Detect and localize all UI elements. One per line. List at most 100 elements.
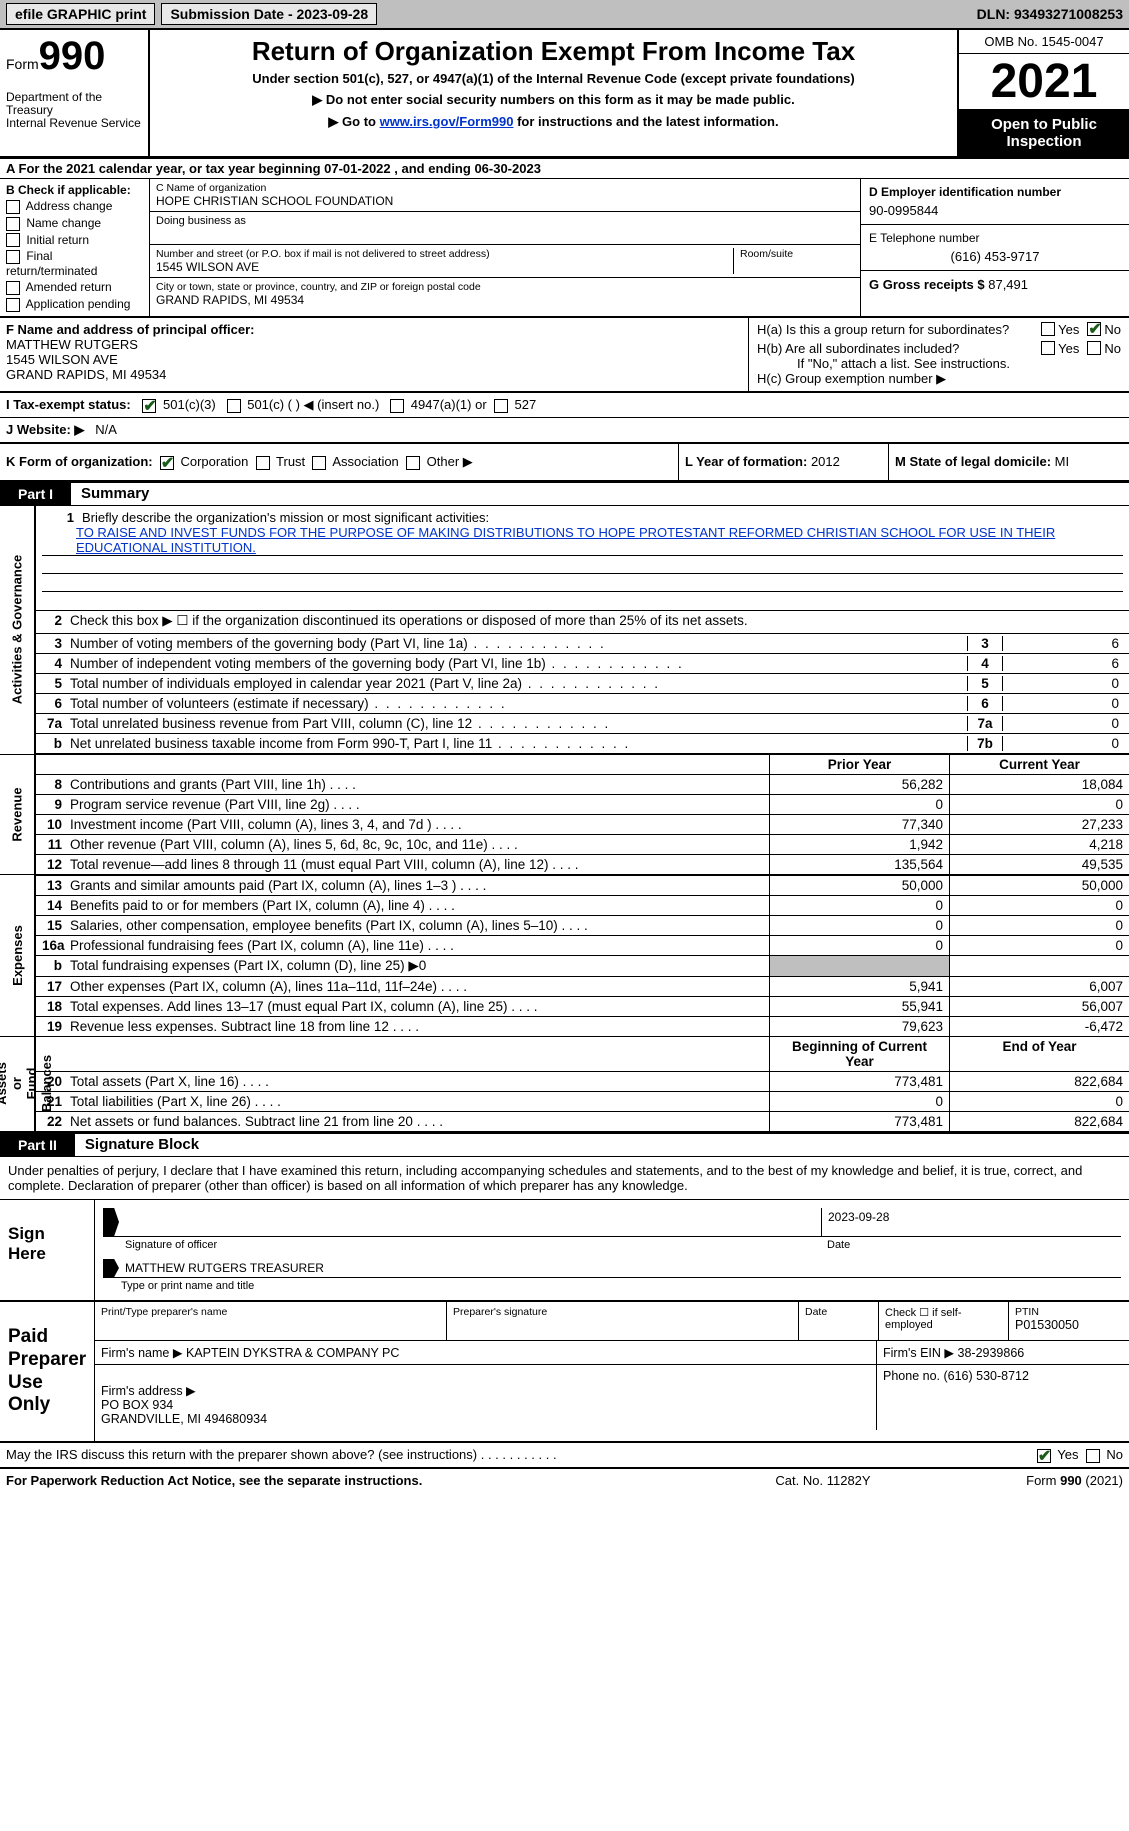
line-value: 0 [1003, 716, 1123, 731]
current-value: 0 [949, 916, 1129, 935]
ha-yes-label: Yes [1058, 322, 1079, 337]
prior-value [769, 956, 949, 976]
current-value: 0 [949, 936, 1129, 955]
sig-arrow-icon [103, 1208, 119, 1236]
line-text: Other expenses (Part IX, column (A), lin… [70, 979, 437, 994]
form-header: Form990 Department of the Treasury Inter… [0, 30, 1129, 159]
ha-no-label: No [1104, 322, 1121, 337]
i-501c-checkbox[interactable] [227, 399, 241, 413]
lineA-end: 06-30-2023 [474, 161, 541, 176]
i-o1: 501(c)(3) [163, 397, 216, 412]
line-text: Grants and similar amounts paid (Part IX… [70, 878, 456, 893]
hb-yes-checkbox[interactable] [1041, 341, 1055, 355]
b-opt-checkbox[interactable] [6, 298, 20, 312]
i-o4: 527 [515, 397, 537, 412]
discuss-no-checkbox[interactable] [1086, 1449, 1100, 1463]
firm-ein-label: Firm's EIN ▶ [883, 1346, 958, 1360]
discuss-yes: Yes [1057, 1447, 1078, 1462]
line-text: Revenue less expenses. Subtract line 18 … [70, 1019, 389, 1034]
part-2-title: Signature Block [85, 1136, 199, 1153]
k-other-checkbox[interactable] [406, 456, 420, 470]
b-opt-label: Application pending [26, 297, 131, 311]
b-opt-checkbox[interactable] [6, 200, 20, 214]
officer-print-name: MATTHEW RUTGERS TREASURER [119, 1259, 1121, 1277]
hb-no-checkbox[interactable] [1087, 341, 1101, 355]
firm-phone: (616) 530-8712 [943, 1369, 1028, 1383]
current-value: 27,233 [949, 815, 1129, 834]
prior-value: 55,941 [769, 997, 949, 1016]
k-corp-checkbox[interactable] [160, 456, 174, 470]
prior-value: 0 [769, 916, 949, 935]
ha-label: H(a) Is this a group return for subordin… [757, 322, 1041, 337]
j-label: J Website: ▶ [6, 422, 84, 437]
lineA-pre: A For the 2021 calendar year, or tax yea… [6, 161, 324, 176]
hb-note: If "No," attach a list. See instructions… [797, 356, 1121, 371]
subtitle-1: Under section 501(c), 527, or 4947(a)(1)… [160, 71, 947, 86]
lineA-begin: 07-01-2022 [324, 161, 391, 176]
line-ref: 4 [967, 656, 1003, 671]
c-label: C Name of organization [156, 182, 854, 194]
i-o3: 4947(a)(1) or [411, 397, 487, 412]
current-value: 0 [949, 1092, 1129, 1111]
line-ref: 5 [967, 676, 1003, 691]
sig-date: 2023-09-28 [821, 1208, 1121, 1236]
prior-value: 56,282 [769, 775, 949, 794]
line-number: 17 [42, 979, 70, 994]
prior-value: 0 [769, 896, 949, 915]
current-value: 822,684 [949, 1112, 1129, 1131]
k-trust-checkbox[interactable] [256, 456, 270, 470]
line-number: 4 [42, 656, 70, 671]
perjury-declaration: Under penalties of perjury, I declare th… [0, 1157, 1129, 1200]
vtab-rev: Revenue [10, 787, 25, 841]
mission-box: 1Briefly describe the organization's mis… [36, 506, 1129, 611]
prior-value: 0 [769, 795, 949, 814]
irs-link[interactable]: www.irs.gov/Form990 [380, 114, 514, 129]
b-label: B Check if applicable: [6, 183, 143, 197]
efile-button[interactable]: efile GRAPHIC print [6, 3, 155, 25]
section-f-h: F Name and address of principal officer:… [0, 318, 1129, 393]
line-value: 0 [1003, 676, 1123, 691]
dln: DLN: 93493271008253 [977, 6, 1123, 22]
ha-no-checkbox[interactable] [1087, 322, 1101, 336]
line-text: Total expenses. Add lines 13–17 (must eq… [70, 999, 507, 1014]
b-opt-checkbox[interactable] [6, 250, 20, 264]
page-footer: For Paperwork Reduction Act Notice, see … [0, 1469, 1129, 1492]
discuss-yes-checkbox[interactable] [1037, 1449, 1051, 1463]
b-opt-checkbox[interactable] [6, 281, 20, 295]
net-assets-block: Net Assets or Fund Balances Beginning of… [0, 1037, 1129, 1134]
m-label: M State of legal domicile: [895, 454, 1055, 469]
ptin-label: PTIN [1015, 1306, 1123, 1318]
discuss-text: May the IRS discuss this return with the… [6, 1447, 477, 1462]
k-label: K Form of organization: [6, 454, 153, 469]
line-value: 0 [1003, 736, 1123, 751]
sign-here-label: Sign Here [0, 1200, 95, 1300]
lineA-mid: , and ending [394, 161, 474, 176]
i-527-checkbox[interactable] [494, 399, 508, 413]
sub3-post: for instructions and the latest informat… [513, 114, 778, 129]
firm-phone-label: Phone no. [883, 1369, 943, 1383]
line-text: Benefits paid to or for members (Part IX… [70, 898, 425, 913]
b-opt-checkbox[interactable] [6, 217, 20, 231]
line-text: Other revenue (Part VIII, column (A), li… [70, 837, 488, 852]
line2-text: Check this box ▶ ☐ if the organization d… [70, 613, 1123, 629]
vtab-ag: Activities & Governance [10, 555, 25, 705]
prior-value: 135,564 [769, 855, 949, 874]
i-4947-checkbox[interactable] [390, 399, 404, 413]
submission-date-button[interactable]: Submission Date - 2023-09-28 [161, 3, 377, 25]
line-text: Total fundraising expenses (Part IX, col… [70, 958, 426, 973]
current-value: 4,218 [949, 835, 1129, 854]
k-o3: Association [332, 454, 398, 469]
form-no-big: 990 [39, 34, 106, 78]
e-label: E Telephone number [869, 231, 1121, 245]
b-opt-checkbox[interactable] [6, 233, 20, 247]
ha-yes-checkbox[interactable] [1041, 322, 1055, 336]
revenue-block: Revenue Prior Year Current Year 8Contrib… [0, 755, 1129, 875]
k-assoc-checkbox[interactable] [312, 456, 326, 470]
prior-value: 0 [769, 936, 949, 955]
line-number: b [42, 736, 70, 751]
prior-value: 50,000 [769, 876, 949, 895]
phone-value: (616) 453-9717 [869, 249, 1121, 264]
i-501c3-checkbox[interactable] [142, 399, 156, 413]
name-sublabel: Type or print name and title [103, 1280, 1121, 1292]
current-value: 50,000 [949, 876, 1129, 895]
